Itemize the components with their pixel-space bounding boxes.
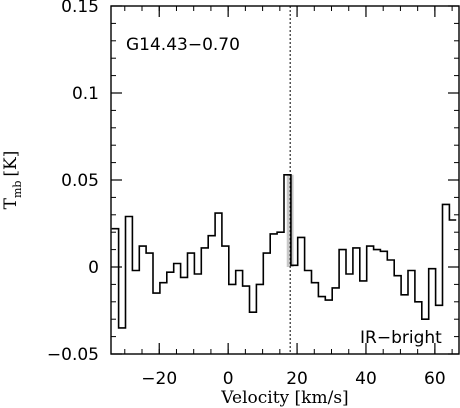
x-tick-label: −20 (141, 369, 177, 389)
x-tick-labels: −20 0 20 40 60 (141, 369, 445, 389)
y-axis-label: Tmb [K] (1, 151, 24, 210)
minor-ticks (111, 5, 459, 355)
x-tick-label: 20 (286, 369, 308, 389)
y-tick-label: 0 (88, 258, 99, 278)
y-axis-label-main: T (1, 197, 21, 209)
x-axis-label: Velocity [km/s] (220, 388, 348, 408)
y-tick-label: −0.05 (47, 345, 99, 365)
corner-label: IR−bright (360, 328, 442, 348)
source-label: G14.43−0.70 (126, 35, 240, 55)
y-tick-labels: −0.05 0 0.05 0.1 0.15 (47, 0, 99, 365)
x-tick-label: 0 (223, 369, 234, 389)
y-tick-label: 0.1 (72, 84, 99, 104)
plot-frame (110, 5, 460, 355)
x-tick-label: 40 (355, 369, 377, 389)
y-tick-label: 0.05 (61, 171, 99, 191)
y-axis-label-unit: [K] (1, 151, 21, 177)
major-ticks (111, 5, 459, 355)
x-tick-label: 60 (424, 369, 446, 389)
spectrum-step-line (111, 174, 457, 329)
y-tick-label: 0.15 (61, 0, 99, 17)
y-axis-label-sub: mb (11, 181, 24, 198)
